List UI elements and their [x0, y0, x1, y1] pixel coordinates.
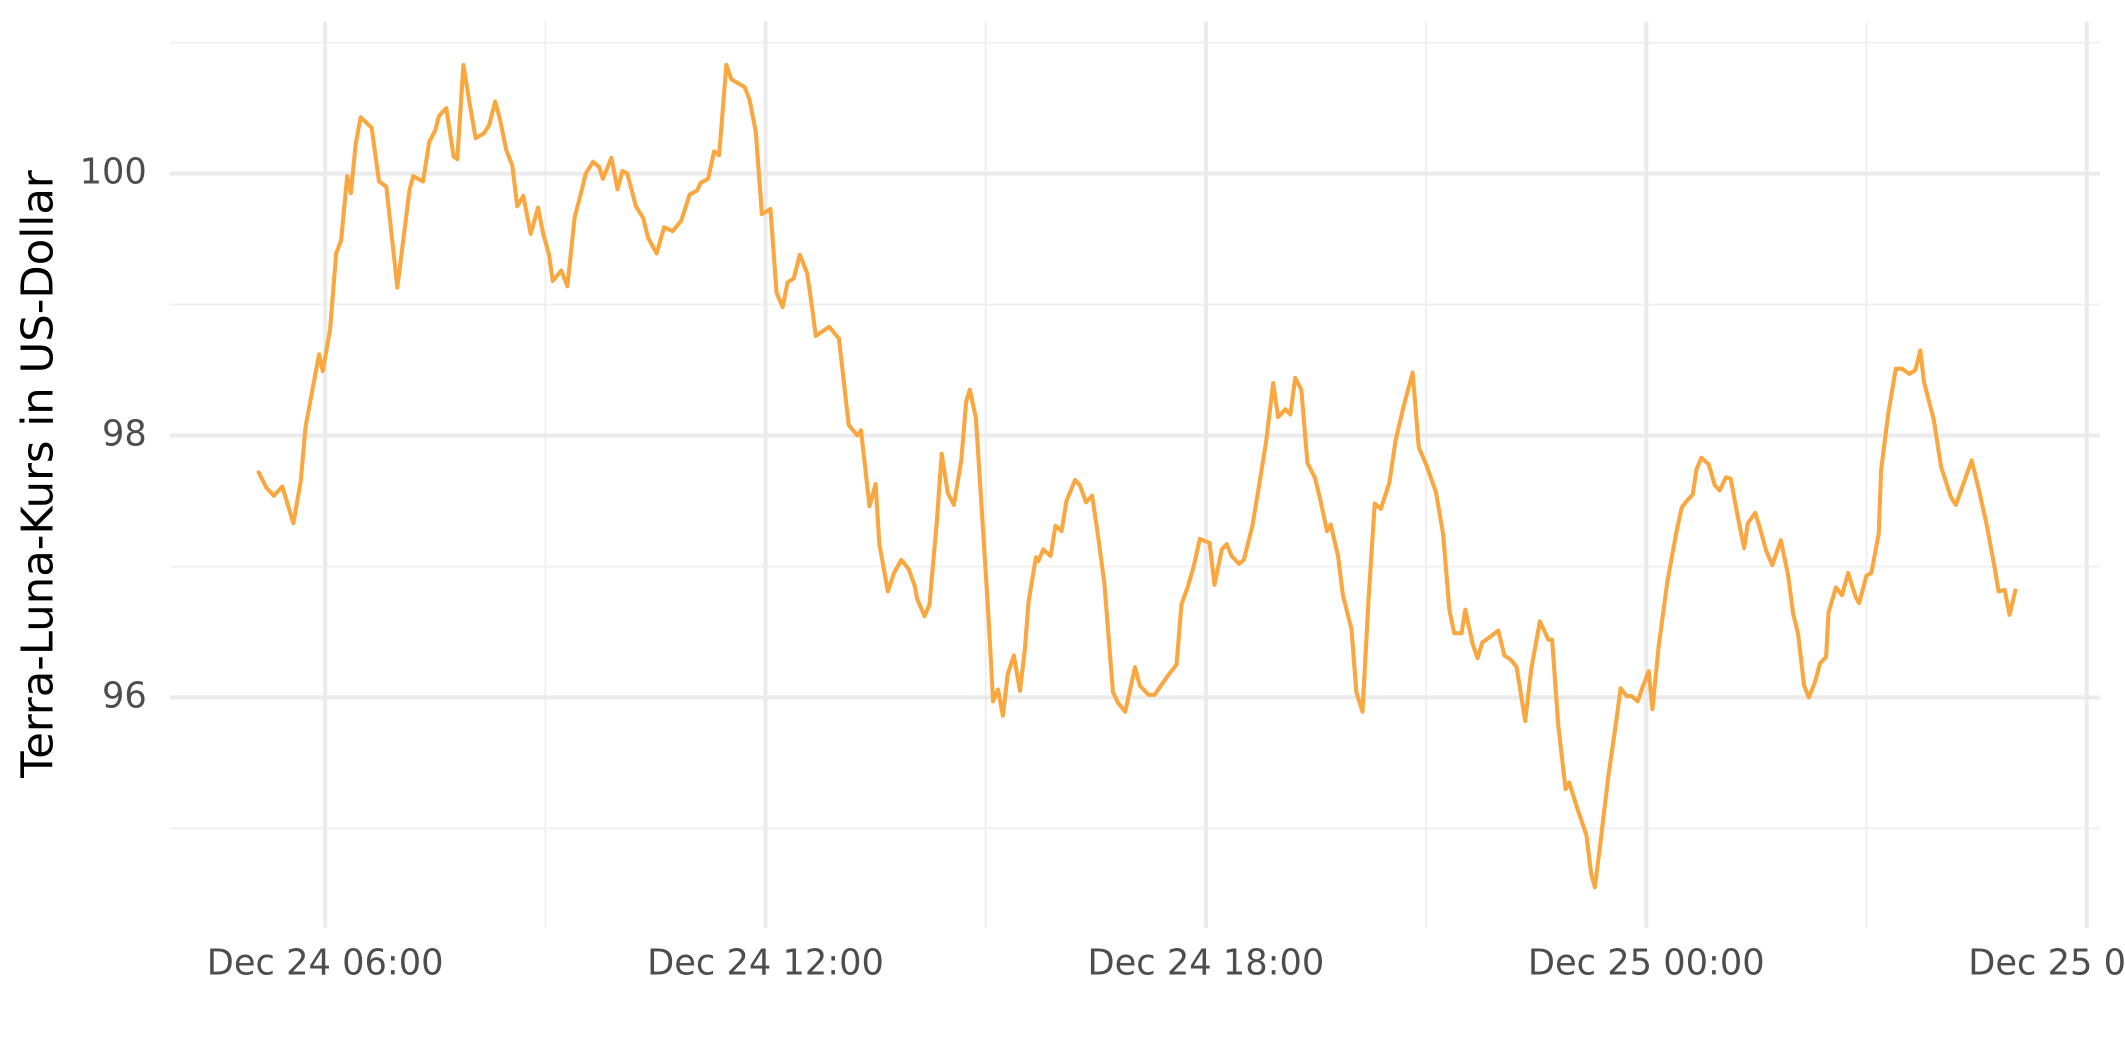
x-tick-label: Dec 24 12:00 — [647, 942, 884, 983]
y-tick-label: 96 — [102, 675, 147, 716]
x-tick-label: Dec 25 00:00 — [1528, 942, 1765, 983]
x-tick-label: Dec 25 06:00 — [1968, 942, 2125, 983]
y-tick-label: 100 — [80, 152, 147, 193]
y-tick-label: 98 — [102, 413, 147, 454]
x-tick-label: Dec 24 18:00 — [1088, 942, 1325, 983]
x-tick-label: Dec 24 06:00 — [207, 942, 444, 983]
price-line — [256, 62, 2018, 890]
y-axis-label: Terra-Luna-Kurs in US-Dollar — [14, 170, 64, 779]
